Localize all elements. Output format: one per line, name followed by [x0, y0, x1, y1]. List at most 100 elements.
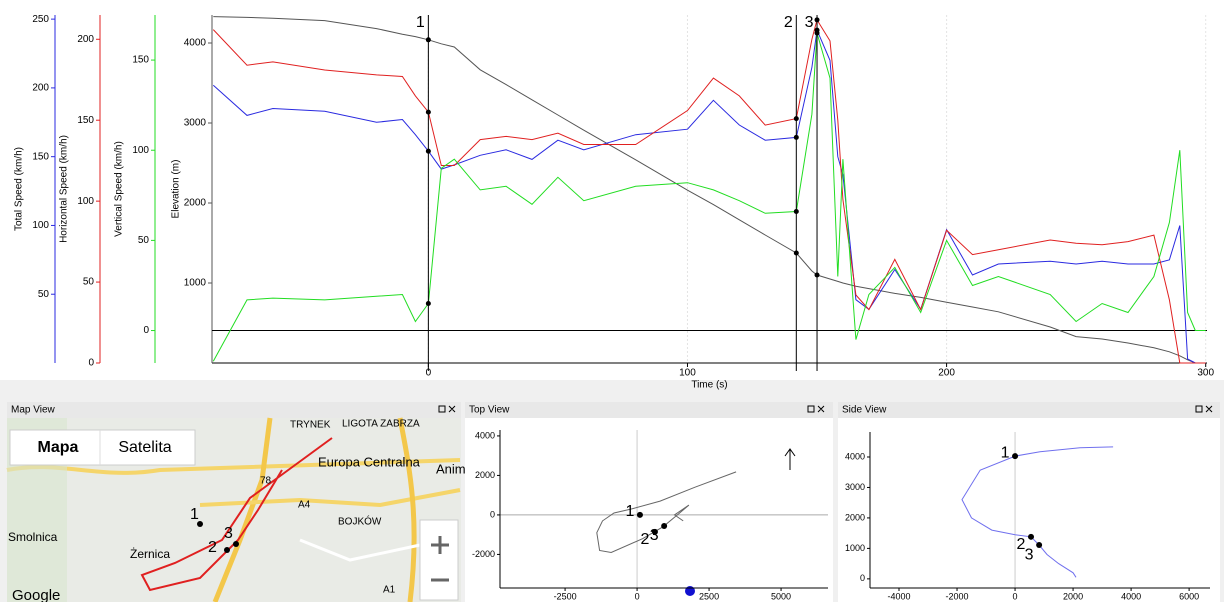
x-tick-label: 0 [1013, 591, 1018, 601]
marker-dot [815, 273, 820, 278]
logo: Google [12, 587, 60, 602]
y-tick-label: 150 [32, 151, 49, 162]
y-tick-label: 200 [32, 83, 49, 94]
road-label: A1 [383, 585, 396, 596]
y-tick-label: 0 [88, 358, 94, 369]
y-tick-label: 1000 [845, 543, 865, 553]
zoom-control[interactable] [420, 520, 458, 600]
side-view-panel: Side View [838, 402, 1220, 602]
x-tick-label: 300 [1197, 368, 1214, 379]
marker-dot [426, 149, 431, 154]
panel-header [838, 402, 1220, 418]
y-tick-label: 2000 [845, 512, 865, 522]
top-view-panel: Top View [465, 402, 833, 602]
x-tick-label: 2500 [699, 591, 719, 601]
y-tick-label: 0 [490, 509, 495, 519]
plot-background [838, 418, 1220, 602]
satellite-button[interactable]: Satelita [118, 439, 171, 456]
app: Map View 1 2 3 Mapa Satelita TRYNEK LIGO… [0, 0, 1224, 602]
x-tick-label: 4000 [1121, 591, 1141, 601]
y-tick-label: 50 [38, 289, 50, 300]
y-axis-label: Vertical Speed (km/h) [114, 141, 125, 237]
place-label: TRYNEK [290, 420, 331, 431]
y-tick-label: 50 [83, 277, 95, 288]
marker-label: 2 [784, 14, 793, 31]
x-tick-label: 5000 [771, 591, 791, 601]
y-tick-label: 3000 [845, 482, 865, 492]
panel-title: Map View [11, 405, 56, 416]
y-tick-label: 100 [132, 145, 149, 156]
place-label: Smolnica [8, 530, 58, 544]
map-marker [233, 541, 239, 547]
place-label: Anim [436, 461, 466, 476]
marker-dot [794, 135, 799, 140]
page: Map View 1 2 3 Mapa Satelita TRYNEK LIGO… [0, 0, 1224, 607]
marker-label: 1 [416, 14, 425, 31]
marker-dot [815, 31, 820, 36]
place-label: BOJKÓW [338, 515, 382, 528]
marker-dot [426, 110, 431, 115]
road-label: A4 [298, 500, 311, 511]
marker-label: 2 [640, 531, 649, 548]
plot-background [465, 418, 833, 602]
map-marker-label: 1 [190, 506, 199, 523]
y-tick-label: 2000 [184, 198, 207, 209]
y-tick-label: 100 [32, 220, 49, 231]
panel-title: Side View [842, 405, 887, 416]
place-label: Żernica [130, 547, 170, 561]
x-tick-label: 100 [679, 368, 696, 379]
y-tick-label: 0 [143, 325, 149, 336]
marker-dot [794, 251, 799, 256]
x-tick-label: -2500 [554, 591, 577, 601]
map-marker-label: 3 [224, 525, 233, 542]
marker-dot [1012, 453, 1018, 459]
y-tick-label: 50 [138, 235, 150, 246]
marker-label: 3 [650, 527, 659, 544]
x-tick-label: 0 [635, 591, 640, 601]
y-tick-label: 2000 [475, 470, 495, 480]
y-tick-label: 4000 [475, 430, 495, 440]
map-button[interactable]: Mapa [38, 439, 79, 456]
map-panel: Map View 1 2 3 Mapa Satelita TRYNEK LIGO… [7, 402, 466, 602]
place-label: LIGOTA ZABRZA [342, 419, 420, 430]
y-axis-label: Elevation (m) [171, 160, 182, 219]
y-axis-label: Total Speed (km/h) [14, 147, 25, 231]
y-tick-label: 100 [77, 196, 94, 207]
marker-label: 1 [1001, 444, 1010, 461]
marker-dot [1028, 534, 1034, 540]
y-tick-label: 200 [77, 34, 94, 45]
road-label: 78 [260, 476, 272, 487]
x-axis-label: Time (s) [691, 380, 727, 391]
marker-dot [1036, 542, 1042, 548]
panel-title: Top View [469, 405, 510, 416]
y-tick-label: 150 [77, 115, 94, 126]
marker-dot [794, 116, 799, 121]
marker-dot [426, 301, 431, 306]
panel-header [7, 402, 461, 418]
marker-dot [661, 523, 667, 529]
x-tick-label: 200 [938, 368, 955, 379]
x-tick-label: -2000 [946, 591, 969, 601]
map-marker-label: 2 [208, 539, 217, 556]
y-tick-label: 250 [32, 14, 49, 25]
map-marker [224, 547, 230, 553]
y-tick-label: 4000 [845, 451, 865, 461]
y-tick-label: 0 [860, 573, 865, 583]
x-tick-label: 6000 [1179, 591, 1199, 601]
marker-dot [815, 17, 820, 22]
marker-label: 3 [805, 14, 814, 31]
y-axis-label: Horizontal Speed (km/h) [59, 135, 70, 243]
marker-label: 3 [1025, 546, 1034, 563]
y-tick-label: 3000 [184, 118, 207, 129]
panel-header [465, 402, 833, 418]
marker-dot [794, 209, 799, 214]
place-label: Europa Centralna [318, 454, 421, 469]
y-tick-label: 4000 [184, 38, 207, 49]
y-tick-label: 150 [132, 55, 149, 66]
y-tick-label: -2000 [472, 549, 495, 559]
marker-dot [637, 512, 643, 518]
marker-label: 1 [626, 503, 635, 520]
x-tick-label: 2000 [1063, 591, 1083, 601]
marker-dot [426, 37, 431, 42]
x-tick-label: -4000 [887, 591, 910, 601]
